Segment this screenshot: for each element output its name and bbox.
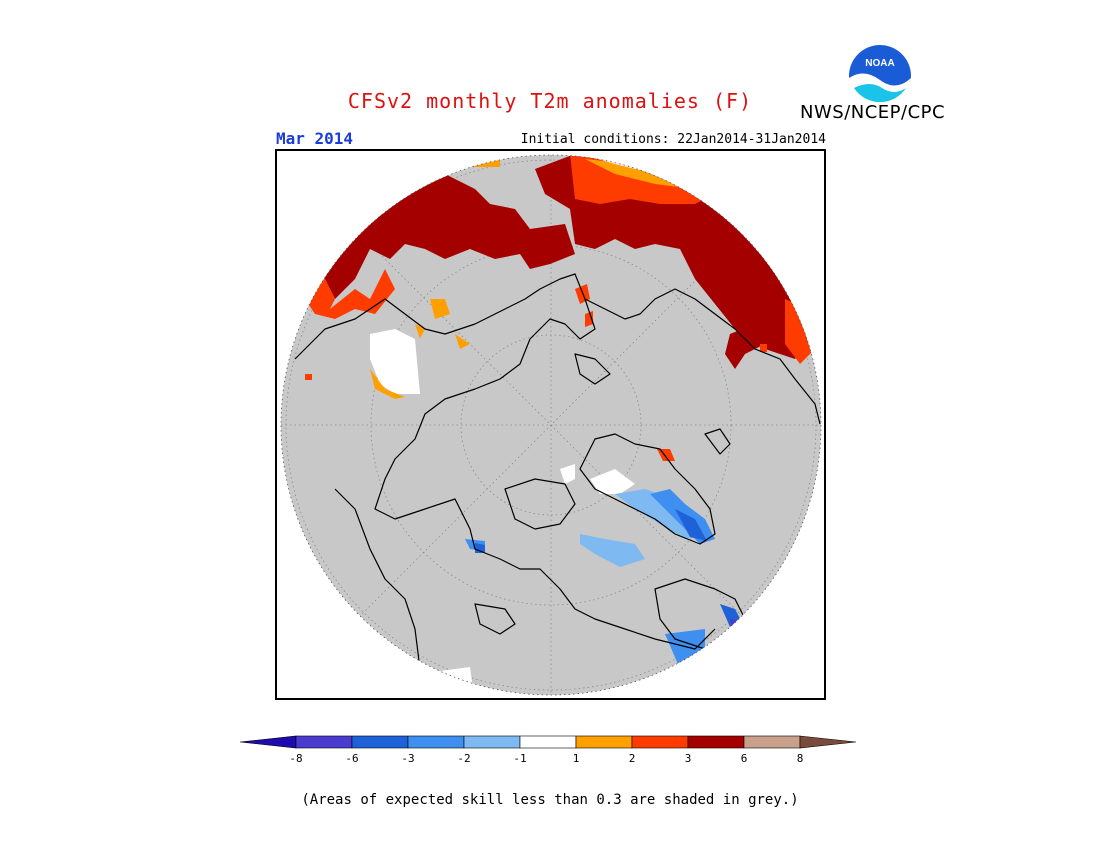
map-disk-outline	[280, 154, 822, 696]
graticule	[281, 155, 821, 695]
chart-title: CFSv2 monthly T2m anomalies (F)	[347, 89, 753, 113]
colorbar-bin	[295, 735, 353, 749]
forecast-month: Mar 2014	[276, 129, 354, 148]
anomaly-1to2-asia-edge	[370, 369, 405, 399]
colorbar-tick-label: 2	[628, 752, 636, 765]
colorbar-tick-label: 8	[796, 752, 804, 765]
colorbar-tick-label: -6	[345, 752, 359, 765]
polar-map	[275, 149, 826, 700]
colorbar	[240, 735, 857, 749]
colorbar-bin	[575, 735, 633, 749]
colorbar-bin	[743, 735, 801, 749]
colorbar-bin	[519, 735, 577, 749]
skill-footnote: (Areas of expected skill less than 0.3 a…	[301, 792, 799, 808]
colorbar-tick-label: -1	[513, 752, 527, 765]
colorbar-bin	[240, 735, 297, 749]
initial-conditions-label: Initial conditions: 22Jan2014-31Jan2014	[520, 132, 826, 147]
agency-label: NWS/NCEP/CPC	[800, 102, 946, 123]
colorbar-tick-label: -3	[401, 752, 415, 765]
colorbar-tick-label: -8	[289, 752, 303, 765]
anomaly-3to6-europe	[535, 155, 815, 359]
anomaly-2to3-asia	[305, 259, 395, 319]
colorbar-bin	[799, 735, 857, 749]
anomaly-1to2-asia	[415, 299, 470, 349]
colorbar-bin	[631, 735, 689, 749]
anomaly-neutral-greenland	[560, 464, 635, 494]
anomaly-3to2-canada	[465, 489, 715, 669]
colorbar-tick-label: 6	[740, 752, 748, 765]
colorbar-bin	[351, 735, 409, 749]
colorbar-bin	[463, 735, 521, 749]
map-frame	[275, 149, 826, 700]
colorbar-tick-label: 3	[684, 752, 692, 765]
anomaly-3to6-scandinavia	[725, 324, 765, 369]
colorbar-bin	[687, 735, 745, 749]
coastlines	[294, 273, 821, 695]
anomaly-neutral-asia	[370, 329, 420, 394]
colorbar-tick-label: -2	[457, 752, 471, 765]
colorbar-bin	[407, 735, 465, 749]
colorbar-tick-label: 1	[572, 752, 580, 765]
noaa-logo-text: NOAA	[865, 58, 894, 69]
noaa-logo-icon: NOAA	[849, 45, 911, 108]
anomaly-2to3-asia-dot	[305, 374, 312, 380]
